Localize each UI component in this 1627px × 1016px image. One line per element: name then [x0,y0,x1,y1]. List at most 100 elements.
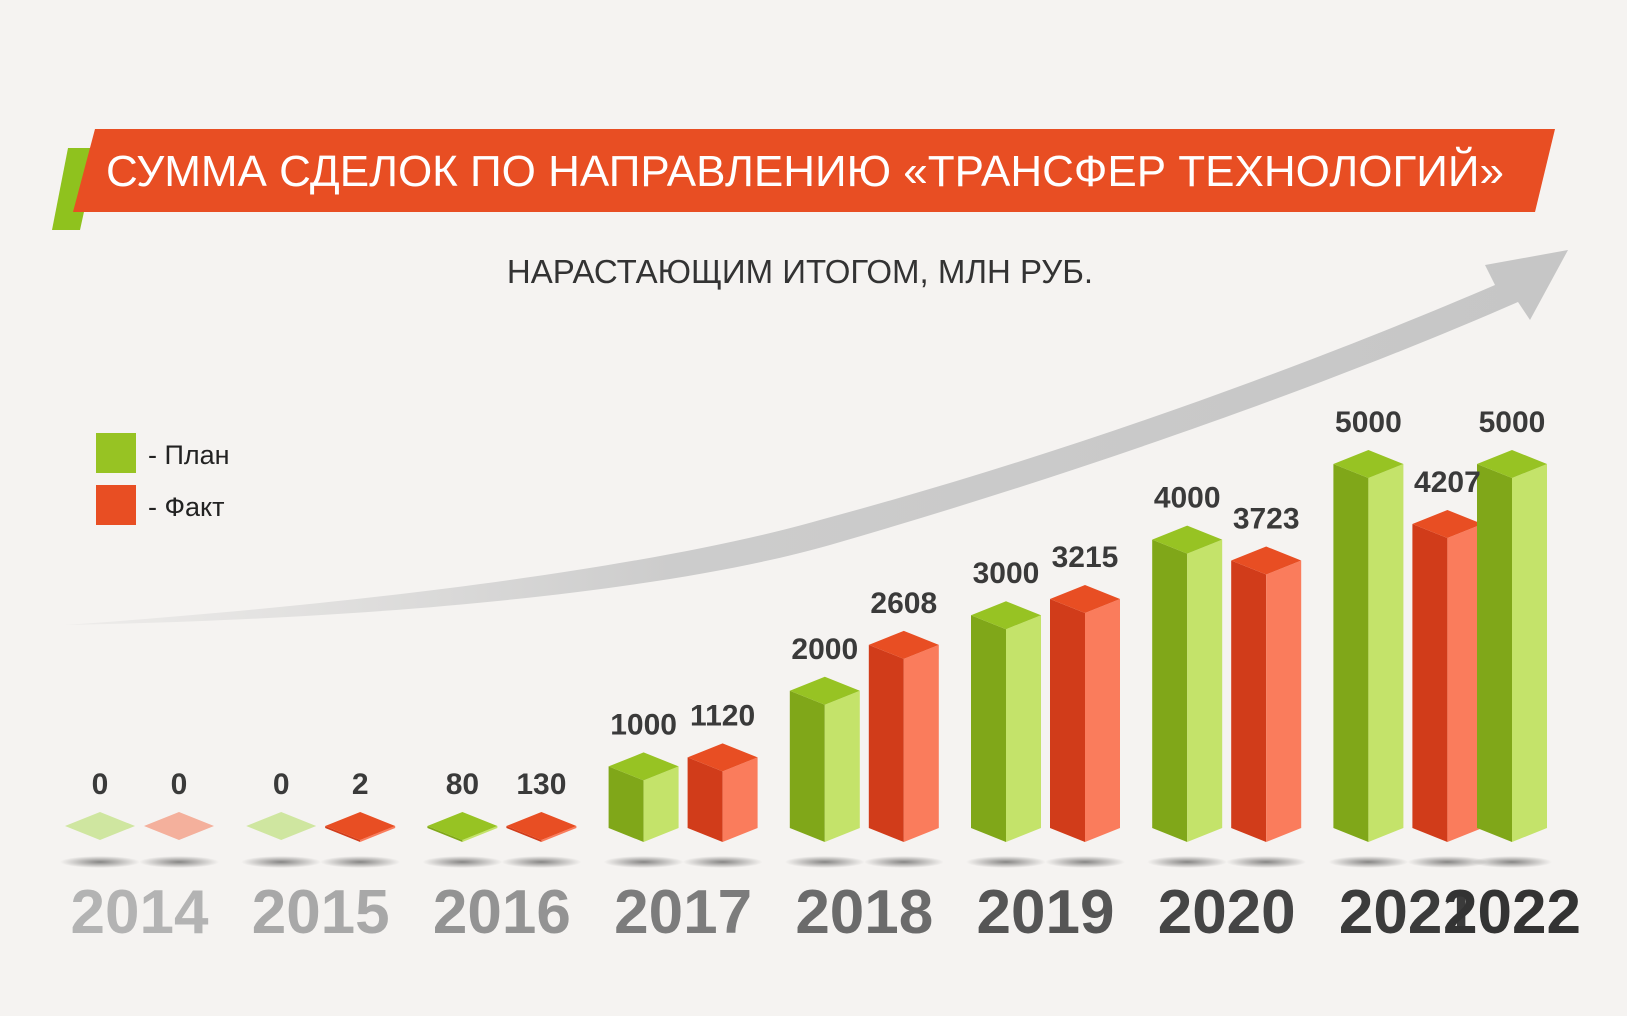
fact-bar-2019 [1045,584,1125,868]
plan-bar-2022-value-label: 5000 [1479,406,1546,439]
fact-bar-2018-shadow [863,856,944,868]
fact-bar-2019-front [1050,598,1085,842]
year-label-2021: 2021 [1339,878,1477,947]
plan-bar-2018-shadow [784,856,865,868]
plan-bar-2021-value-label: 5000 [1335,406,1402,439]
fact-bar-2016-side [541,826,577,842]
fact-bar-2020-side [1266,560,1302,842]
fact-bar-2019-top [1050,584,1120,613]
fact-bar-2015-value-label: 2 [352,768,369,801]
fact-bar-2017-value-label: 1120 [690,699,755,732]
plan-bar-2017-side [643,766,679,842]
banner-background [73,129,1555,212]
plan-bar-2020-shadow [1147,856,1228,868]
title-banner: СУММА СДЕЛОК ПО НАПРАВЛЕНИЮ «ТРАНСФЕР ТЕ… [52,129,1555,230]
fact-bar-2015 [320,812,401,868]
plan-bar-2018-value-label: 2000 [791,633,858,666]
plan-bar-2021-top [1333,450,1404,478]
plan-bar-2016-value-label: 80 [446,768,479,801]
plan-bar-2015 [241,812,322,868]
fact-bar-2019-shadow [1045,856,1125,868]
fact-bar-2020-front [1231,560,1267,842]
fact-bar-2021 [1407,509,1488,868]
labels-layer: 0 0 2014 0 2 2015 80 130 2016 1000 1120 2017 2000 260… [71,406,1581,947]
fact-bar-2018 [863,630,944,868]
plan-bar-2019-top [971,601,1041,630]
plan-bar-2017-value-label: 1000 [610,708,677,741]
legend-fact-label: - Факт [148,492,225,522]
plan-bar-2022-top [1477,450,1547,478]
fact-bar-2014-flat [144,812,214,840]
year-label-2014: 2014 [71,878,209,947]
fact-bar-2017-shadow [682,856,763,868]
fact-bar-2016-shadow [501,856,582,868]
plan-bar-2019 [966,601,1046,868]
fact-bar-2021-top [1412,509,1483,538]
fact-bar-2020 [1226,546,1307,868]
chart-subtitle: НАРАСТАЮЩИМ ИТОГОМ, МЛН РУБ. [507,253,1093,290]
year-label-2019: 2019 [977,878,1115,947]
plan-bar-2014-flat [65,812,135,840]
plan-bar-2017-front [608,766,644,842]
plan-bar-2016-shadow [422,856,503,868]
fact-bar-2016-front [506,826,542,842]
plan-bar-2018 [784,676,865,868]
plan-bar-2020-front [1152,539,1188,842]
fact-bar-2017-front [687,757,723,842]
plan-bar-2018-front [789,690,825,842]
fact-bar-2021-value-label: 4207 [1414,466,1481,499]
fact-bar-2016 [501,812,582,868]
plan-bar-2016-front [427,826,463,842]
fact-bar-2017-top [687,743,758,772]
fact-bar-2020-shadow [1226,856,1307,868]
plan-bar-2016-top [427,812,498,840]
fact-bar-2016-value-label: 130 [516,768,566,801]
plan-bar-2017 [603,752,684,868]
fact-bar-2015-shadow [320,856,401,868]
plan-bar-2015-value-label: 0 [273,768,290,801]
fact-bar-2017-side [722,757,758,842]
year-label-2020: 2020 [1158,878,1296,947]
plan-bar-2021 [1328,450,1409,868]
plan-bar-2020-value-label: 4000 [1154,482,1221,515]
fact-bar-2017 [682,743,763,868]
plan-bar-2016-side [462,826,498,842]
fact-bar-2019-side [1085,598,1120,842]
legend-plan-label: - План [148,440,230,470]
fact-bar-2015-front [325,826,361,842]
year-label-2022: 2022 [1443,878,1581,947]
plan-bar-2020-side [1187,539,1223,842]
plan-bar-2021-side [1368,464,1404,842]
fact-bar-2018-front [868,644,904,842]
fact-bar-2018-side [903,644,939,842]
fact-bar-2019-value-label: 3215 [1052,541,1119,574]
plan-bar-2014-shadow [60,856,140,868]
fact-bar-2020-top [1231,546,1302,575]
fact-bar-2020-value-label: 3723 [1233,503,1300,536]
fact-bar-2021-shadow [1407,856,1488,868]
plan-bar-2022-side [1512,464,1547,842]
plan-bar-2021-front [1333,464,1369,842]
plan-bar-2015-flat [246,812,317,840]
plan-bar-2016 [422,812,503,868]
plan-bar-2022-shadow [1472,856,1552,868]
plan-bar-2019-value-label: 3000 [973,557,1040,590]
plan-bar-2014-value-label: 0 [92,768,109,801]
plan-bar-2018-side [824,690,860,842]
legend-fact-swatch [96,485,136,525]
plan-bar-2019-front [971,615,1006,842]
legend-plan-swatch [96,433,136,473]
legend: - План - Факт [96,433,230,525]
fact-bar-2014-value-label: 0 [171,768,188,801]
plan-bar-2017-shadow [603,856,684,868]
plan-bar-2015-shadow [241,856,322,868]
fact-bar-2021-front [1412,523,1448,842]
year-label-2015: 2015 [252,878,390,947]
plan-bar-2022-front [1477,464,1512,842]
plan-bar-2021-shadow [1328,856,1409,868]
chart-title: СУММА СДЕЛОК ПО НАПРАВЛЕНИЮ «ТРАНСФЕР ТЕ… [106,145,1504,196]
fact-bar-2021-side [1447,523,1483,842]
year-label-2018: 2018 [795,878,933,947]
fact-bar-2015-side [360,826,396,842]
